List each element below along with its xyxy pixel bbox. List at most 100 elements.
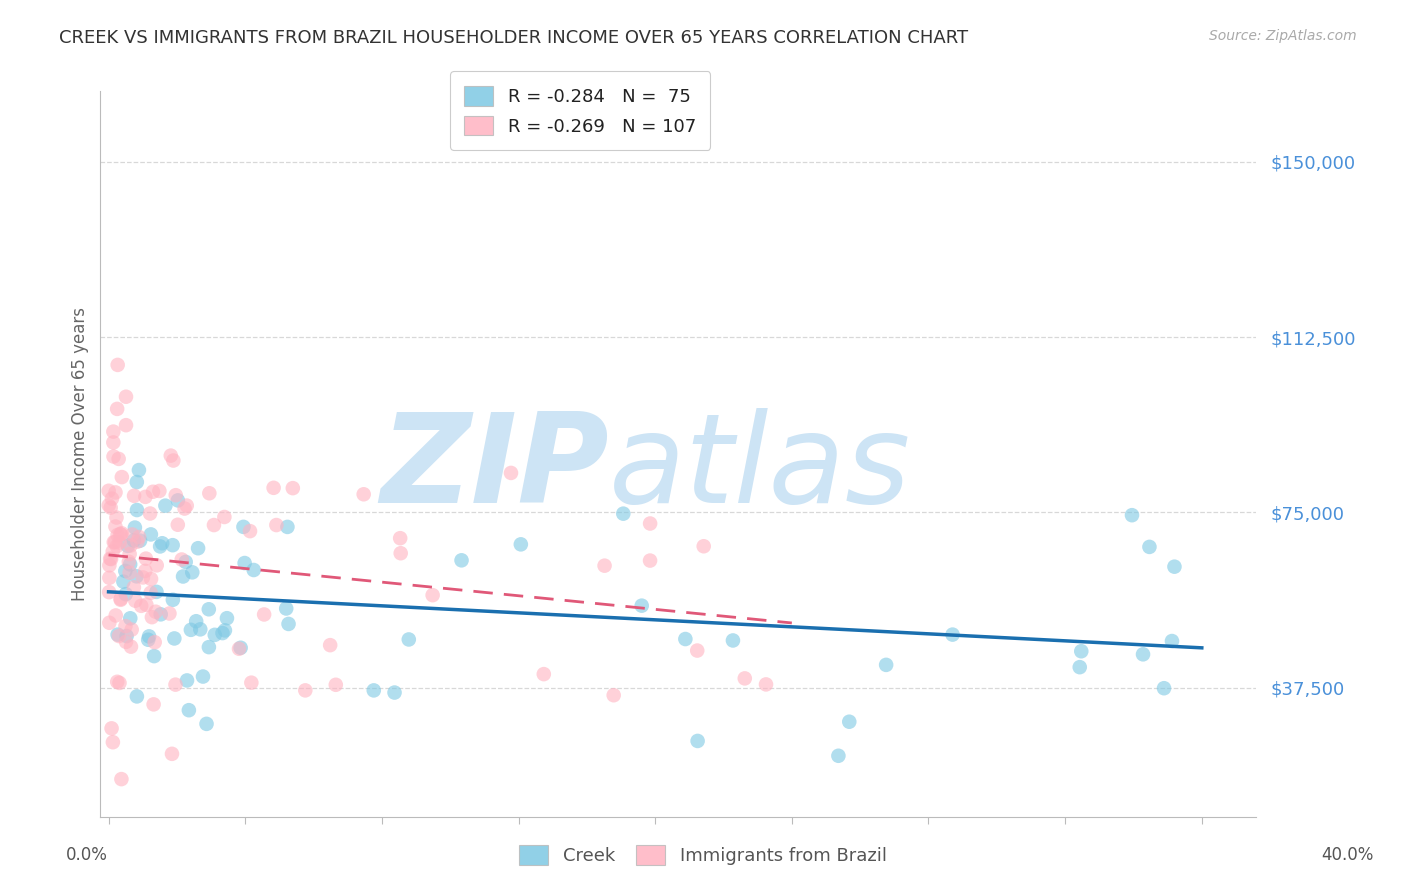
- Immigrants from Brazil: [104, 485, 127, 500]
- Immigrants from Brazil: [325, 678, 347, 692]
- Immigrants from Brazil: [389, 531, 412, 545]
- Immigrants from Brazil: [145, 605, 167, 619]
- Immigrants from Brazil: [139, 586, 162, 600]
- Immigrants from Brazil: [173, 501, 195, 516]
- Immigrants from Brazil: [98, 585, 121, 599]
- Legend: R = -0.284   N =  75, R = -0.269   N = 107: R = -0.284 N = 75, R = -0.269 N = 107: [450, 71, 710, 150]
- Immigrants from Brazil: [101, 735, 124, 749]
- Creek: [122, 533, 145, 548]
- Creek: [276, 601, 298, 615]
- Immigrants from Brazil: [100, 722, 122, 736]
- Creek: [177, 703, 200, 717]
- Text: Source: ZipAtlas.com: Source: ZipAtlas.com: [1209, 29, 1357, 43]
- Immigrants from Brazil: [134, 564, 156, 578]
- Immigrants from Brazil: [105, 510, 128, 524]
- Creek: [242, 563, 264, 577]
- Immigrants from Brazil: [129, 599, 152, 613]
- Immigrants from Brazil: [105, 401, 128, 416]
- Immigrants from Brazil: [686, 643, 709, 657]
- Creek: [1121, 508, 1143, 523]
- Immigrants from Brazil: [319, 638, 342, 652]
- Creek: [188, 623, 211, 637]
- Immigrants from Brazil: [202, 518, 225, 533]
- Creek: [1069, 660, 1091, 674]
- Immigrants from Brazil: [638, 516, 661, 531]
- Creek: [827, 748, 849, 763]
- Immigrants from Brazil: [100, 500, 122, 515]
- Creek: [198, 602, 221, 616]
- Immigrants from Brazil: [141, 610, 163, 624]
- Immigrants from Brazil: [143, 635, 166, 649]
- Creek: [176, 673, 198, 688]
- Immigrants from Brazil: [103, 425, 125, 439]
- Y-axis label: Householder Income Over 65 years: Householder Income Over 65 years: [72, 307, 89, 601]
- Creek: [630, 599, 652, 613]
- Immigrants from Brazil: [214, 510, 236, 524]
- Creek: [450, 553, 472, 567]
- Immigrants from Brazil: [142, 698, 165, 712]
- Immigrants from Brazil: [120, 538, 142, 552]
- Creek: [125, 690, 148, 704]
- Immigrants from Brazil: [121, 527, 143, 541]
- Creek: [215, 611, 238, 625]
- Creek: [232, 520, 254, 534]
- Immigrants from Brazil: [120, 640, 142, 654]
- Creek: [186, 614, 208, 628]
- Immigrants from Brazil: [122, 580, 145, 594]
- Immigrants from Brazil: [98, 558, 121, 573]
- Legend: Creek, Immigrants from Brazil: Creek, Immigrants from Brazil: [510, 836, 896, 874]
- Creek: [128, 463, 150, 477]
- Creek: [155, 499, 177, 513]
- Immigrants from Brazil: [593, 558, 616, 573]
- Immigrants from Brazil: [198, 486, 221, 500]
- Immigrants from Brazil: [114, 619, 136, 633]
- Immigrants from Brazil: [166, 517, 188, 532]
- Creek: [1070, 644, 1092, 658]
- Immigrants from Brazil: [499, 466, 522, 480]
- Creek: [139, 527, 162, 541]
- Creek: [125, 503, 148, 517]
- Text: ZIP: ZIP: [380, 408, 609, 529]
- Immigrants from Brazil: [104, 535, 127, 549]
- Creek: [172, 569, 194, 583]
- Creek: [509, 537, 531, 551]
- Immigrants from Brazil: [97, 499, 120, 513]
- Immigrants from Brazil: [97, 483, 120, 498]
- Immigrants from Brazil: [110, 527, 132, 541]
- Creek: [1153, 681, 1175, 696]
- Immigrants from Brazil: [638, 553, 661, 567]
- Creek: [125, 475, 148, 489]
- Immigrants from Brazil: [98, 551, 121, 566]
- Creek: [149, 540, 172, 554]
- Creek: [129, 533, 152, 548]
- Immigrants from Brazil: [132, 570, 155, 584]
- Creek: [187, 541, 209, 556]
- Immigrants from Brazil: [122, 489, 145, 503]
- Creek: [143, 649, 166, 664]
- Creek: [167, 493, 190, 508]
- Creek: [145, 585, 167, 599]
- Immigrants from Brazil: [111, 470, 134, 484]
- Immigrants from Brazil: [160, 747, 183, 761]
- Text: CREEK VS IMMIGRANTS FROM BRAZIL HOUSEHOLDER INCOME OVER 65 YEARS CORRELATION CHA: CREEK VS IMMIGRANTS FROM BRAZIL HOUSEHOL…: [59, 29, 969, 46]
- Immigrants from Brazil: [105, 539, 128, 553]
- Immigrants from Brazil: [135, 551, 157, 566]
- Creek: [276, 520, 298, 534]
- Immigrants from Brazil: [108, 527, 131, 541]
- Creek: [120, 558, 142, 572]
- Creek: [162, 538, 184, 552]
- Immigrants from Brazil: [121, 623, 143, 637]
- Immigrants from Brazil: [422, 588, 444, 602]
- Creek: [107, 627, 129, 641]
- Creek: [204, 628, 226, 642]
- Immigrants from Brazil: [128, 530, 150, 544]
- Immigrants from Brazil: [103, 535, 125, 549]
- Creek: [138, 629, 160, 643]
- Creek: [112, 574, 135, 589]
- Creek: [150, 536, 173, 550]
- Immigrants from Brazil: [266, 518, 288, 533]
- Creek: [114, 587, 136, 601]
- Creek: [181, 566, 204, 580]
- Immigrants from Brazil: [693, 539, 716, 553]
- Creek: [398, 632, 420, 647]
